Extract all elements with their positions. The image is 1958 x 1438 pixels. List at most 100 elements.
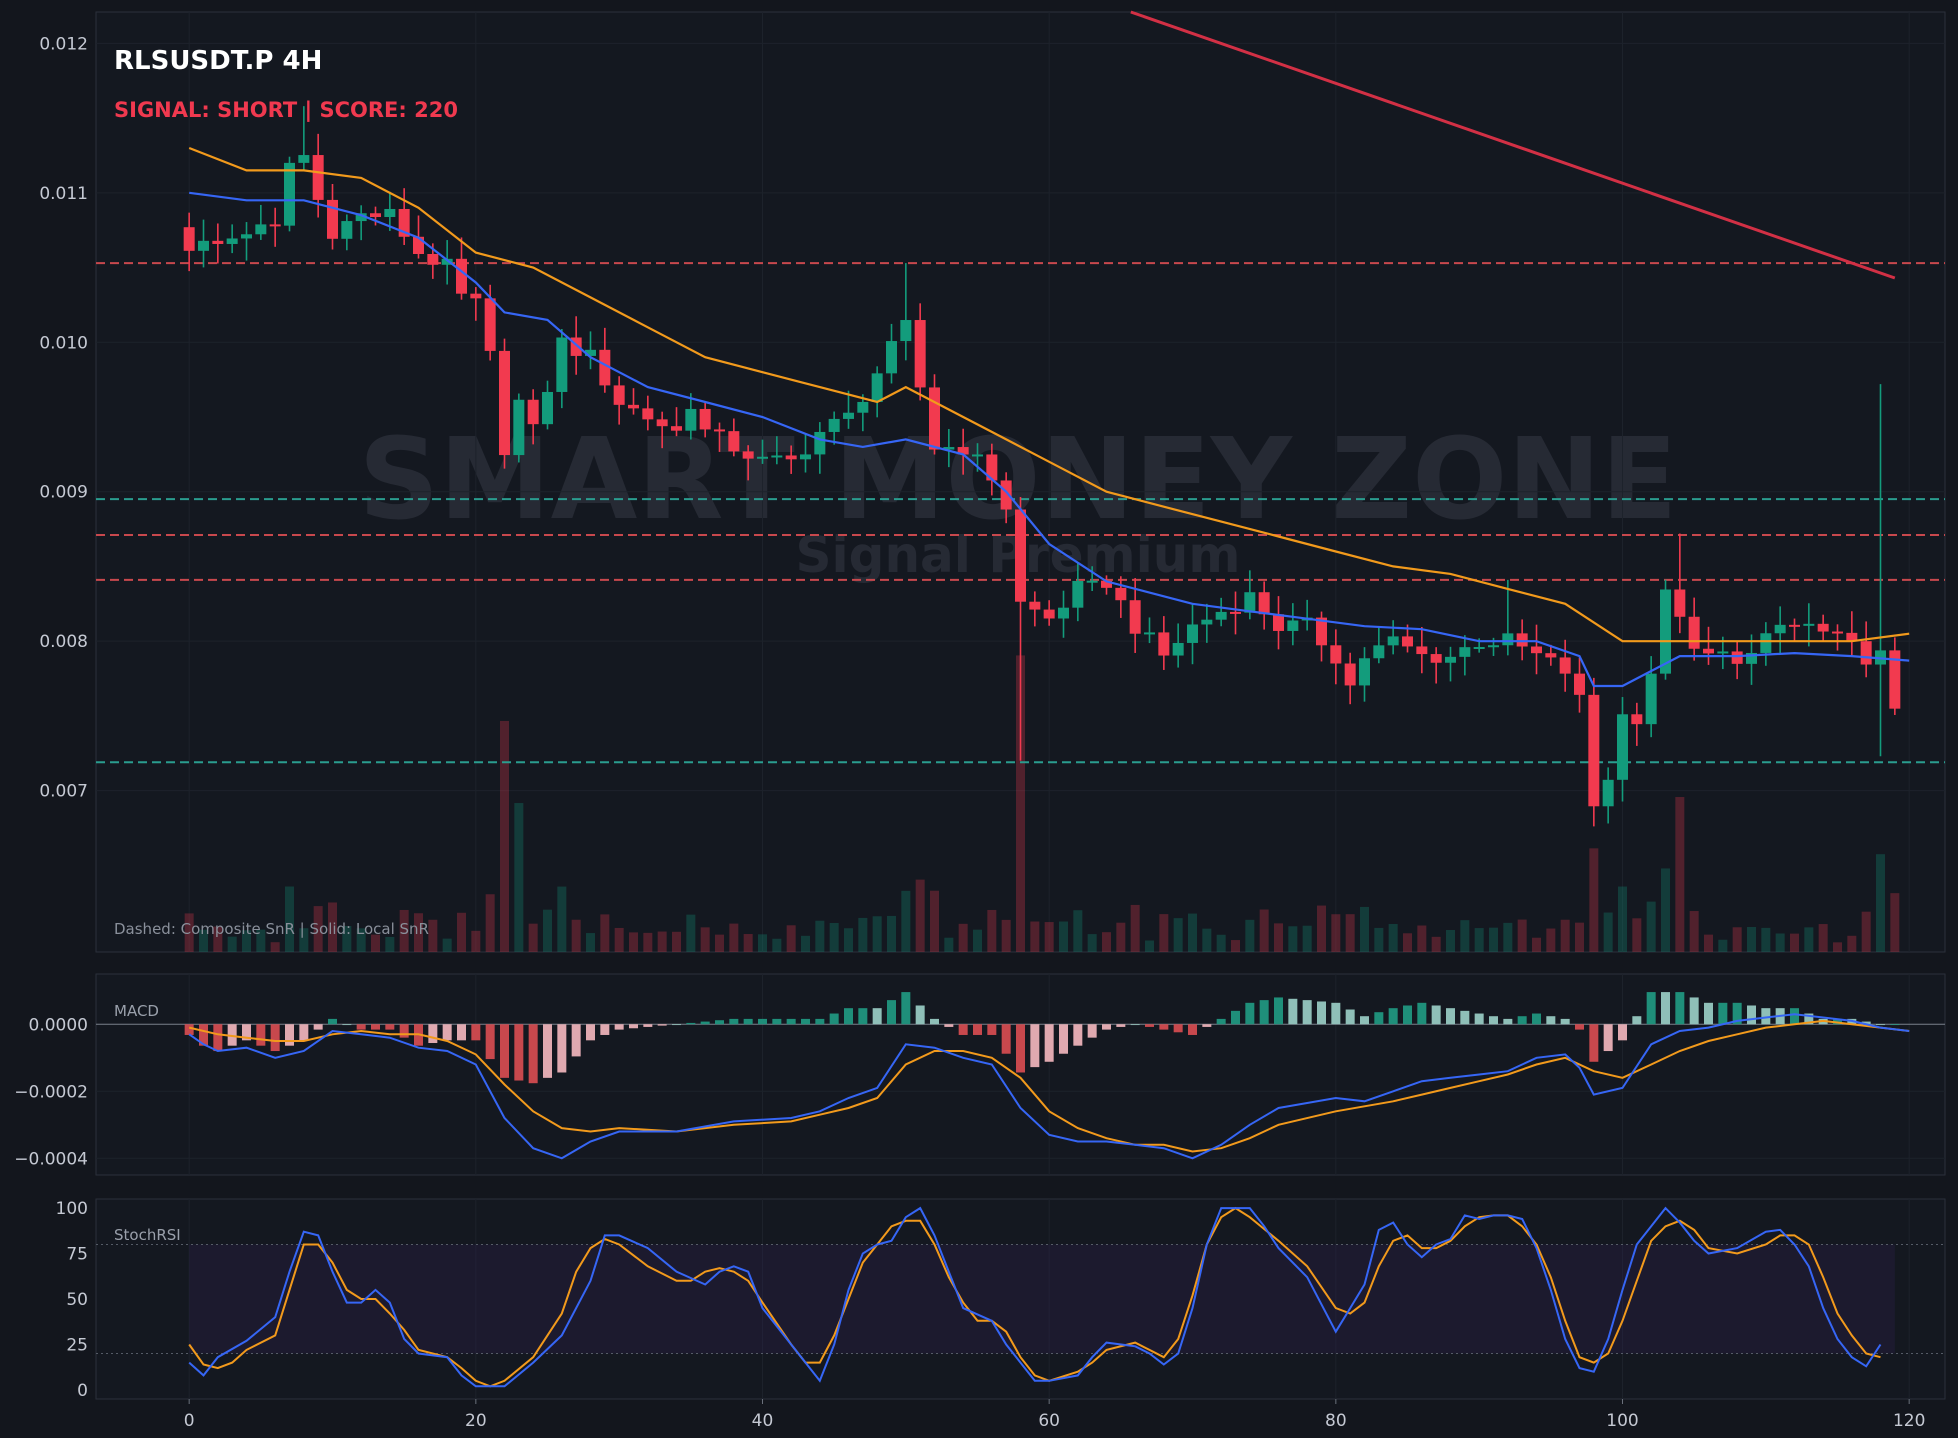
macd-hist-bar-17	[428, 1024, 438, 1044]
macd-hist-bar-24	[528, 1024, 538, 1084]
volume-bar-32	[643, 932, 653, 952]
candle-body-38	[728, 431, 740, 452]
macd-hist-bar-78	[1302, 1000, 1312, 1025]
volume-bar-115	[1833, 942, 1842, 952]
volume-bar-58	[1016, 655, 1025, 952]
macd-hist-bar-51	[915, 1005, 925, 1025]
volume-bar-77	[1288, 926, 1298, 952]
candle-body-110	[1760, 633, 1772, 653]
macd-hist-bar-36	[700, 1021, 710, 1025]
volume-bar-106	[1704, 934, 1713, 952]
macd-hist-bar-68	[1159, 1024, 1169, 1030]
volume-bar-87	[1431, 936, 1441, 952]
macd-hist-bar-94	[1532, 1013, 1541, 1025]
volume-bar-2	[213, 926, 223, 952]
volume-bar-113	[1804, 927, 1814, 952]
volume-bar-94	[1532, 937, 1541, 952]
macd-hist-bar-98	[1589, 1024, 1599, 1062]
candle-body-55	[972, 454, 983, 457]
volume-bar-29	[600, 914, 610, 952]
candle-body-96	[1559, 657, 1571, 674]
macd-hist-bar-47	[858, 1008, 868, 1025]
volume-bar-53	[944, 937, 954, 952]
macd-hist-bar-31	[629, 1024, 638, 1029]
volume-bar-105	[1689, 911, 1699, 952]
macd-hist-bar-75	[1259, 1000, 1269, 1025]
candle-body-28	[585, 349, 596, 356]
macd-hist-bar-108	[1732, 1002, 1742, 1025]
macd-hist-bar-30	[614, 1024, 624, 1030]
volume-bar-109	[1747, 926, 1756, 952]
macd-hist-bar-103	[1661, 992, 1670, 1025]
candle-body-33	[656, 419, 668, 427]
chart-title: RLSUSDT.P 4H	[114, 46, 322, 76]
candle-body-102	[1645, 673, 1657, 725]
macd-hist-bar-65	[1116, 1024, 1126, 1027]
macd-hist-bar-95	[1546, 1016, 1556, 1025]
volume-bar-76	[1274, 923, 1283, 952]
macd-hist-bar-40	[758, 1018, 767, 1025]
ema-slow-line	[188, 146, 1910, 643]
macd-hist-bar-70	[1188, 1024, 1197, 1035]
volume-bar-14	[385, 936, 395, 952]
candle-body-74	[1244, 592, 1256, 613]
candle-body-3	[226, 238, 238, 244]
x-tick-label-1: 20	[465, 1411, 487, 1431]
candle-body-39	[742, 451, 754, 459]
volume-bar-3	[227, 936, 237, 952]
macd-hist-bar-41	[772, 1018, 782, 1025]
volume-bar-6	[270, 942, 280, 952]
macd-hist-bar-84	[1388, 1008, 1398, 1025]
x-tick-label-4: 80	[1325, 1411, 1347, 1431]
candle-body-65	[1115, 587, 1127, 601]
macd-hist-bar-101	[1632, 1016, 1642, 1025]
candle-body-48	[871, 373, 883, 402]
candle-body-31	[628, 404, 639, 409]
volume-bar-19	[457, 912, 466, 952]
volume-bar-35	[686, 914, 696, 952]
candle-body-89	[1459, 647, 1471, 657]
candle-body-57	[1000, 480, 1012, 510]
stochrsi-label: StochRSI	[114, 1226, 181, 1244]
macd-hist-bar-63	[1087, 1024, 1097, 1038]
candle-body-116	[1846, 632, 1858, 642]
candle-body-0	[183, 227, 195, 251]
macd-hist-bar-33	[657, 1024, 667, 1026]
macd-hist-bar-3	[227, 1024, 237, 1046]
volume-bar-70	[1188, 913, 1197, 952]
candle-body-117	[1860, 641, 1872, 665]
candle-body-80	[1330, 645, 1342, 664]
volume-bar-98	[1589, 848, 1599, 952]
candle-body-60	[1043, 609, 1055, 619]
macd-hist-bar-21	[485, 1024, 495, 1060]
candle-body-8	[298, 155, 310, 163]
candle-body-51	[914, 320, 926, 388]
volume-bar-22	[500, 720, 509, 952]
macd-hist-bar-29	[600, 1024, 610, 1035]
volume-bar-69	[1173, 918, 1183, 952]
candle-body-100	[1617, 714, 1628, 780]
macd-hist-bar-46	[844, 1008, 853, 1025]
candle-body-77	[1287, 620, 1299, 631]
x-tick-label-2: 40	[752, 1411, 774, 1431]
volume-bar-89	[1460, 920, 1470, 952]
macd-hist-bar-60	[1044, 1024, 1054, 1062]
price-y-ticks: 0.007 0.008 0.009 0.010 0.011 0.012	[39, 34, 88, 801]
macd-hist-bar-39	[743, 1018, 753, 1025]
candle-body-83	[1373, 645, 1385, 659]
macd-hist-bar-61	[1059, 1024, 1068, 1054]
candle-body-101	[1631, 714, 1643, 725]
volume-bar-43	[801, 935, 810, 952]
macd-hist-bar-54	[958, 1024, 968, 1035]
candle-body-91	[1488, 645, 1499, 648]
macd-label: MACD	[114, 1002, 159, 1020]
candle-body-111	[1774, 624, 1786, 634]
volume-bar-92	[1503, 922, 1513, 952]
macd-hist-bar-19	[457, 1024, 466, 1041]
volume-bar-66	[1130, 904, 1140, 952]
candle-body-22	[499, 350, 510, 456]
candle-body-4	[241, 234, 252, 239]
volume-bar-57	[1001, 919, 1011, 952]
volume-bar-54	[958, 923, 968, 952]
macd-hist-bar-53	[944, 1024, 954, 1027]
